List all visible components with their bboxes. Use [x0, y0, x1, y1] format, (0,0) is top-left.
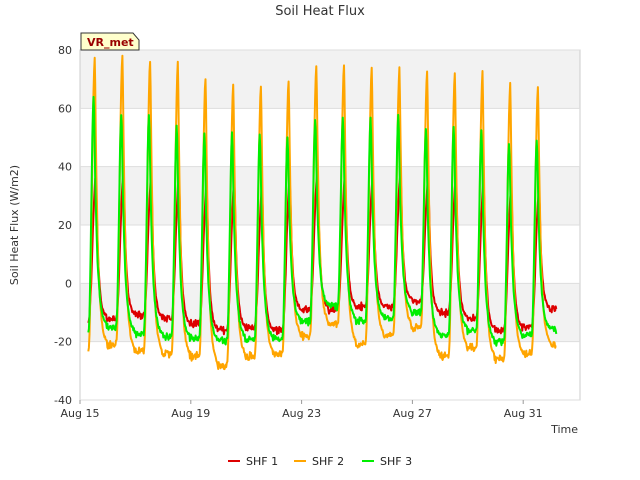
- plot-band: [80, 341, 580, 400]
- legend-item-shf-3: SHF 3: [362, 455, 412, 468]
- plot-band: [80, 166, 580, 225]
- legend-label: SHF 2: [312, 455, 344, 468]
- grid-lines: [80, 49, 580, 401]
- plot-band: [80, 108, 580, 167]
- y-tick-label: 0: [65, 277, 72, 290]
- x-tick-label: Aug 23: [282, 407, 321, 420]
- y-tick-label: 20: [58, 219, 72, 232]
- station-badge-label: VR_met: [87, 36, 134, 49]
- station-badge: VR_met: [80, 32, 140, 51]
- series-line-shf-3: [87, 95, 558, 347]
- y-tick-label: -20: [54, 336, 72, 349]
- x-tick-label: Aug 19: [171, 407, 210, 420]
- y-axis-label: Soil Heat Flux (W/m2): [8, 165, 21, 285]
- x-tick-label: Aug 31: [504, 407, 543, 420]
- x-axis-ticks: Aug 15 Aug 19 Aug 23 Aug 27 Aug 31: [61, 400, 543, 420]
- chart-title: Soil Heat Flux: [275, 4, 365, 19]
- legend: SHF 1 SHF 2 SHF 3: [228, 455, 412, 468]
- x-tick-label: Aug 27: [393, 407, 432, 420]
- plot-band: [80, 50, 580, 109]
- series-layer: [87, 54, 558, 371]
- y-tick-label: 60: [58, 102, 72, 115]
- y-tick-label: -40: [54, 394, 72, 407]
- y-tick-label: 80: [58, 44, 72, 57]
- plot-band: [80, 225, 580, 284]
- y-tick-label: 40: [58, 161, 72, 174]
- x-axis-label: Time: [550, 423, 578, 436]
- station-badge-box: [80, 32, 140, 51]
- legend-label: SHF 1: [246, 455, 278, 468]
- y-axis-ticks: -40 -20 0 20 40 60 80: [54, 44, 72, 407]
- legend-item-shf-2: SHF 2: [294, 455, 344, 468]
- legend-item-shf-1: SHF 1: [228, 455, 278, 468]
- x-tick-label: Aug 15: [61, 407, 100, 420]
- legend-label: SHF 3: [380, 455, 412, 468]
- plot-background-bands: [80, 50, 580, 400]
